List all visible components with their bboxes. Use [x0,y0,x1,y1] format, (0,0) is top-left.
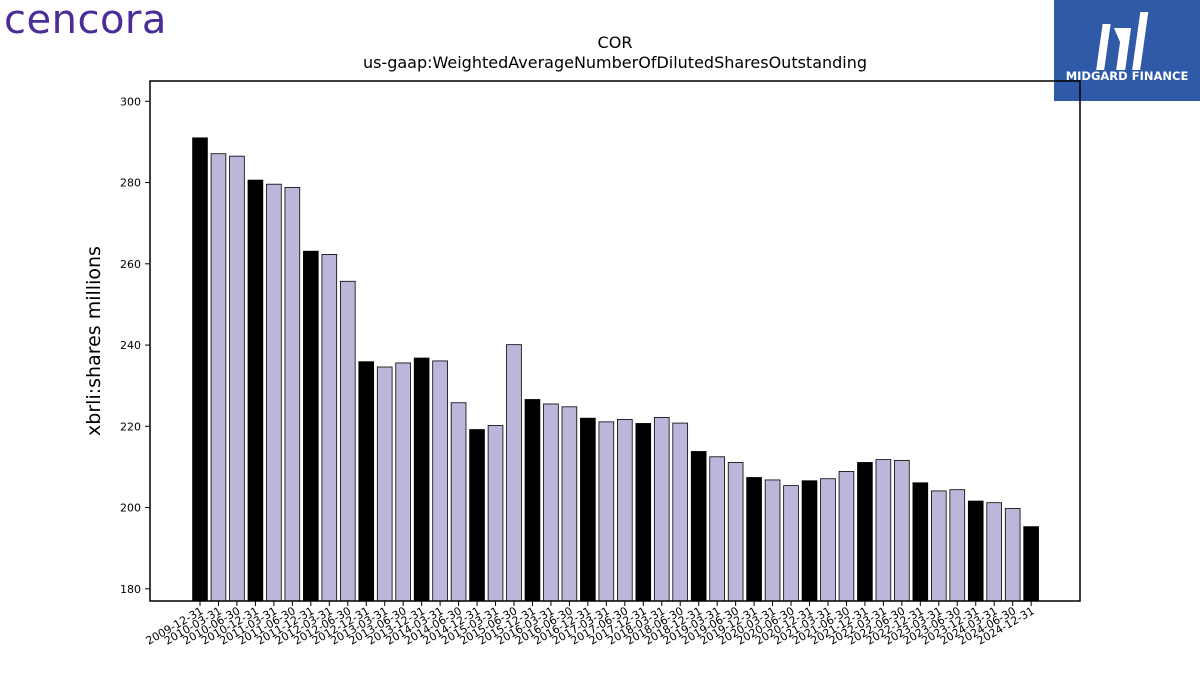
bar [376,366,393,602]
bar [1004,507,1021,602]
bar [820,478,836,602]
bar [561,406,578,602]
chart-subtitle: us-gaap:WeightedAverageNumberOfDilutedSh… [363,53,867,72]
y-tick-label: 300 [120,95,141,108]
y-tick-label: 200 [120,502,141,515]
y-tick-label: 240 [120,339,141,352]
bar [321,254,338,602]
bar [580,417,596,602]
bar [192,137,208,602]
bar [229,155,245,602]
bar [690,451,707,602]
bar [506,344,522,602]
bar [764,479,781,602]
y-axis-label: xbrli:shares millions [83,246,105,436]
brand-logo: cencora [4,0,167,43]
bar [838,471,855,602]
bar [303,250,319,602]
bar [783,485,799,602]
bar [339,280,356,602]
bar [210,153,227,602]
bar [358,361,375,602]
bar [617,419,633,602]
bar [912,482,929,602]
y-axis: 180 200 220 240 260 280 300 [120,95,150,596]
y-tick-label: 220 [120,420,141,433]
bar [635,423,652,602]
y-tick-label: 180 [120,583,141,596]
x-axis: 2009-12-312010-03-312010-06-302010-12-31… [144,601,1037,648]
bar [986,502,1003,602]
bar [543,403,559,602]
chart-title: COR [598,33,633,52]
bar [284,187,301,602]
bar [413,357,430,602]
midgard-badge: MIDGARD FINANCE [1054,0,1200,101]
bar [967,500,984,602]
y-tick-label: 260 [120,258,141,271]
badge-text: MIDGARD FINANCE [1065,69,1189,83]
bar [395,362,411,602]
bar [469,429,485,602]
bar [727,462,744,602]
bar [894,460,910,602]
bar [1023,526,1039,602]
bar [746,477,762,602]
bar [857,462,873,602]
bar [524,399,541,602]
bar [432,360,448,602]
midgard-logo-icon [1096,12,1149,70]
plot-frame [149,80,1081,602]
bar [450,402,467,602]
bar [709,456,725,602]
bar [801,480,818,602]
bar [931,490,947,602]
bar [875,459,892,602]
bars [192,137,1039,602]
bar [653,416,670,602]
bar [672,422,689,602]
y-tick-label: 280 [120,177,141,190]
bar [247,179,264,602]
bar [949,489,966,602]
bar [487,425,504,602]
bar [266,183,282,602]
bar [598,421,615,602]
